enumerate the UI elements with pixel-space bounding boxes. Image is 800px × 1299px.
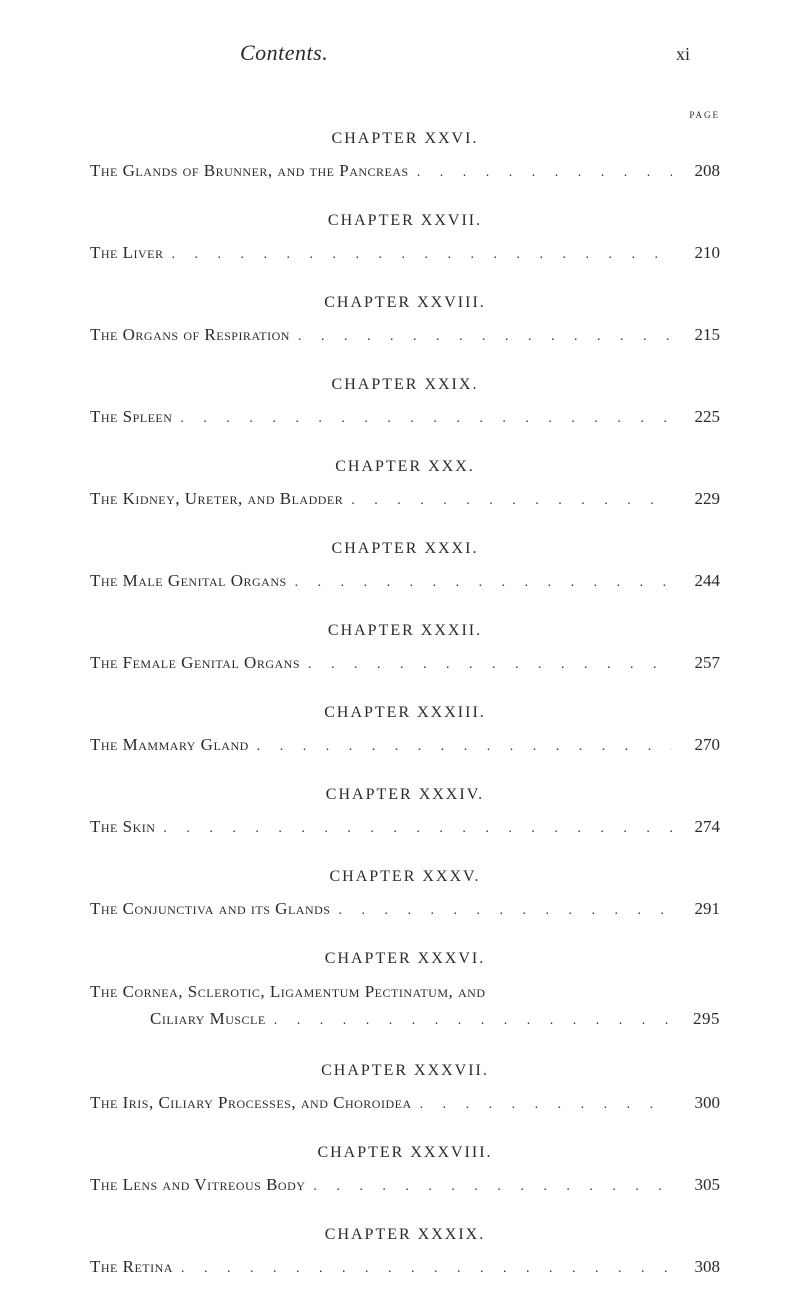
leader-dots: . . . . . . . . . . . . . . . . . . . . …: [295, 572, 672, 594]
entry-line2: Ciliary Muscle: [90, 1005, 266, 1032]
chapter-heading: CHAPTER XXXII.: [90, 622, 720, 640]
chapter-35: CHAPTER XXXV. The Conjunctiva and its Gl…: [90, 868, 720, 922]
leader-dots: . . . . . . . . . . . . . . . . . . . . …: [338, 900, 672, 922]
chapter-39: CHAPTER XXXIX. The Retina . . . . . . . …: [90, 1226, 720, 1280]
leader-dots: . . . . . . . . . . . . . . . . . . . . …: [172, 244, 672, 266]
chapter-heading: CHAPTER XXVII.: [90, 212, 720, 230]
chapter-28: CHAPTER XXVIII. The Organs of Respiratio…: [90, 294, 720, 348]
leader-dots: . . . . . . . . . . . . . . . . . . . . …: [274, 1010, 672, 1033]
entry-title: The Spleen: [90, 404, 172, 430]
chapter-heading: CHAPTER XXVI.: [90, 130, 720, 148]
entry-page: 300: [680, 1090, 720, 1116]
toc-entry-multiline: The Cornea, Sclerotic, Ligamentum Pectin…: [90, 978, 720, 1034]
leader-dots: . . . . . . . . . . . . . . . . . . . . …: [181, 1258, 672, 1280]
toc-entry: The Retina . . . . . . . . . . . . . . .…: [90, 1254, 720, 1280]
chapter-heading: CHAPTER XXIX.: [90, 376, 720, 394]
toc-entry: The Conjunctiva and its Glands . . . . .…: [90, 896, 720, 922]
leader-dots: . . . . . . . . . . . . . . . . . . . . …: [180, 408, 672, 430]
chapter-29: CHAPTER XXIX. The Spleen . . . . . . . .…: [90, 376, 720, 430]
entry-title: The Conjunctiva and its Glands: [90, 896, 330, 922]
leader-dots: . . . . . . . . . . . . . . . . . . . . …: [417, 162, 672, 184]
chapter-heading: CHAPTER XXXVIII.: [90, 1144, 720, 1162]
leader-dots: . . . . . . . . . . . . . . . . . . . . …: [420, 1094, 672, 1116]
entry-title: The Organs of Respiration: [90, 322, 290, 348]
entry-page: 274: [680, 814, 720, 840]
chapter-heading: CHAPTER XXXVII.: [90, 1062, 720, 1080]
chapter-32: CHAPTER XXXII. The Female Genital Organs…: [90, 622, 720, 676]
entry-line2-row: Ciliary Muscle . . . . . . . . . . . . .…: [90, 1005, 720, 1033]
chapter-27: CHAPTER XXVII. The Liver . . . . . . . .…: [90, 212, 720, 266]
entry-page: 270: [680, 732, 720, 758]
chapter-heading: CHAPTER XXXIV.: [90, 786, 720, 804]
page-number: xi: [676, 44, 690, 65]
chapter-37: CHAPTER XXXVII. The Iris, Ciliary Proces…: [90, 1062, 720, 1116]
chapter-heading: CHAPTER XXXIX.: [90, 1226, 720, 1244]
chapter-heading: CHAPTER XXXIII.: [90, 704, 720, 722]
entry-page: 257: [680, 650, 720, 676]
chapter-heading: CHAPTER XXXV.: [90, 868, 720, 886]
toc-entry: The Lens and Vitreous Body . . . . . . .…: [90, 1172, 720, 1198]
leader-dots: . . . . . . . . . . . . . . . . . . . . …: [308, 654, 672, 676]
entry-title: The Glands of Brunner, and the Pancreas: [90, 158, 409, 184]
entry-title: The Iris, Ciliary Processes, and Choroid…: [90, 1090, 412, 1116]
page-header: Contents. xi: [90, 40, 720, 66]
chapter-heading: CHAPTER XXVIII.: [90, 294, 720, 312]
leader-dots: . . . . . . . . . . . . . . . . . . . . …: [313, 1176, 672, 1198]
toc-entry: The Spleen . . . . . . . . . . . . . . .…: [90, 404, 720, 430]
entry-title: The Liver: [90, 240, 164, 266]
toc-entry: The Kidney, Ureter, and Bladder . . . . …: [90, 486, 720, 512]
chapter-heading: CHAPTER XXX.: [90, 458, 720, 476]
chapter-34: CHAPTER XXXIV. The Skin . . . . . . . . …: [90, 786, 720, 840]
chapter-heading: CHAPTER XXXI.: [90, 540, 720, 558]
chapter-heading: CHAPTER XXXVI.: [90, 950, 720, 968]
toc-entry: The Organs of Respiration . . . . . . . …: [90, 322, 720, 348]
entry-title: The Retina: [90, 1254, 173, 1280]
entry-title: The Kidney, Ureter, and Bladder: [90, 486, 343, 512]
entry-title: The Lens and Vitreous Body: [90, 1172, 305, 1198]
toc-entry: The Mammary Gland . . . . . . . . . . . …: [90, 732, 720, 758]
leader-dots: . . . . . . . . . . . . . . . . . . . . …: [351, 490, 672, 512]
entry-page: 229: [680, 486, 720, 512]
chapter-30: CHAPTER XXX. The Kidney, Ureter, and Bla…: [90, 458, 720, 512]
toc-entry: The Iris, Ciliary Processes, and Choroid…: [90, 1090, 720, 1116]
leader-dots: . . . . . . . . . . . . . . . . . . . . …: [298, 326, 672, 348]
entry-title: The Female Genital Organs: [90, 650, 300, 676]
entry-title: The Skin: [90, 814, 155, 840]
header-title: Contents.: [240, 40, 328, 66]
entry-page: 295: [680, 1005, 720, 1032]
entry-page: 215: [680, 322, 720, 348]
entry-page: 208: [680, 158, 720, 184]
toc-entry: The Glands of Brunner, and the Pancreas …: [90, 158, 720, 184]
toc-entry: The Male Genital Organs . . . . . . . . …: [90, 568, 720, 594]
entry-title: The Male Genital Organs: [90, 568, 287, 594]
page-label: page: [90, 106, 720, 122]
leader-dots: . . . . . . . . . . . . . . . . . . . . …: [163, 818, 672, 840]
toc-entry: The Female Genital Organs . . . . . . . …: [90, 650, 720, 676]
entry-page: 308: [680, 1254, 720, 1280]
entry-page: 244: [680, 568, 720, 594]
leader-dots: . . . . . . . . . . . . . . . . . . . . …: [257, 736, 672, 758]
chapter-36: CHAPTER XXXVI. The Cornea, Sclerotic, Li…: [90, 950, 720, 1034]
entry-line1: The Cornea, Sclerotic, Ligamentum Pectin…: [90, 978, 720, 1005]
entry-title: The Mammary Gland: [90, 732, 249, 758]
chapter-31: CHAPTER XXXI. The Male Genital Organs . …: [90, 540, 720, 594]
chapter-38: CHAPTER XXXVIII. The Lens and Vitreous B…: [90, 1144, 720, 1198]
entry-page: 305: [680, 1172, 720, 1198]
entry-page: 225: [680, 404, 720, 430]
chapter-33: CHAPTER XXXIII. The Mammary Gland . . . …: [90, 704, 720, 758]
chapter-26: CHAPTER XXVI. The Glands of Brunner, and…: [90, 130, 720, 184]
entry-page: 210: [680, 240, 720, 266]
toc-entry: The Skin . . . . . . . . . . . . . . . .…: [90, 814, 720, 840]
entry-page: 291: [680, 896, 720, 922]
toc-entry: The Liver . . . . . . . . . . . . . . . …: [90, 240, 720, 266]
